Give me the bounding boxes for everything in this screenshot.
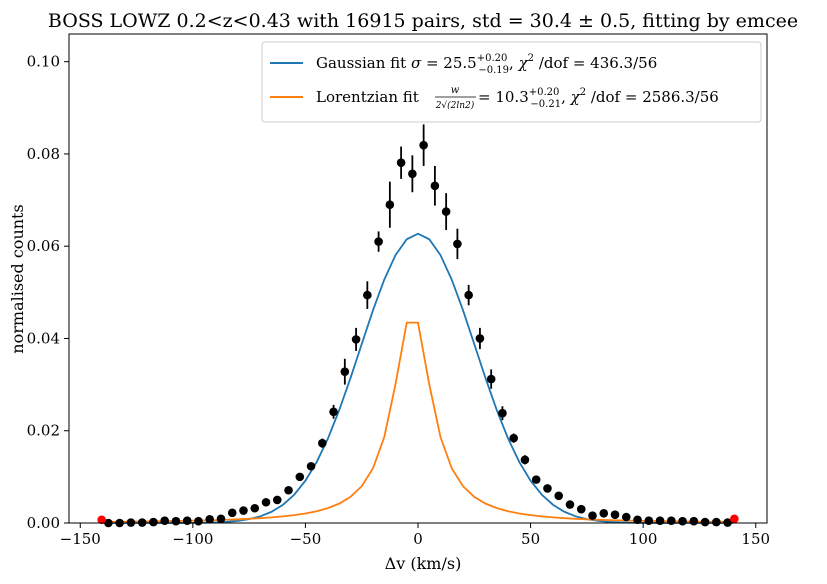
legend-fraction-denominator: 2√(2ln2) [435,100,475,111]
plot-area [97,124,739,528]
y-axis: 0.00 0.02 0.04 0.06 0.08 0.10 [27,53,69,532]
data-point [295,472,305,482]
y-tick-label: 0.02 [27,422,60,440]
x-tick-label: 50 [521,530,540,548]
data-point [239,506,248,515]
data-point [441,207,451,216]
x-tick-label: −50 [290,530,322,548]
data-point [486,374,496,384]
legend: Gaussian fit σ = 25.5+0.20 −0.19, χ2 /dof… [261,41,762,123]
data-point [520,455,530,465]
x-tick-label: −100 [172,530,213,548]
data-point [351,335,361,344]
y-axis-label: normalised counts [8,204,27,353]
data-point [475,334,485,343]
x-tick-label: 150 [741,530,770,548]
data-point [329,407,338,417]
edge-data-point [730,514,739,524]
data-point [689,516,699,526]
data-point [171,516,181,526]
data-point [306,461,316,471]
data-point [509,433,518,443]
data-point [216,514,226,524]
data-point [667,516,676,525]
y-tick-label: 0.08 [27,145,60,163]
data-point [408,169,417,179]
data-point [453,239,462,249]
legend-label-lorentzian: = 10.3+0.20 −0.21, χ2 /dof = 2586.3/56 [478,87,719,110]
data-point [644,516,654,525]
data-point [419,140,428,150]
chart-title: BOSS LOWZ 0.2<z<0.43 with 16915 pairs, s… [48,10,798,32]
data-point [430,181,440,191]
data-point [385,200,395,209]
x-tick-label: 0 [413,530,423,548]
data-point [565,500,575,509]
x-tick-label: 100 [629,530,658,548]
data-point [227,508,237,518]
data-point [363,290,372,300]
data-point [610,510,620,519]
data-point [261,497,271,507]
data-point [149,517,158,527]
data-point [160,516,169,525]
fit-curve-gaussian [102,232,734,524]
data-point [700,517,710,527]
edge-data-point [97,515,106,525]
data-point [194,516,203,526]
data-point [340,367,350,376]
data-point [182,516,192,525]
y-tick-label: 0.04 [27,329,60,347]
legend-box [261,41,762,123]
data-point [576,504,586,514]
data-point [498,408,507,418]
data-point [318,438,327,448]
data-point [396,158,406,168]
fit-curve-lorentzian [102,321,734,523]
y-tick-label: 0.06 [27,237,60,255]
data-point [205,515,215,524]
legend-label-lorentzian-prefix: Lorentzian fit [316,88,419,106]
data-point [531,475,541,484]
x-axis: −150 −100 −50 0 50 100 150 [60,523,770,548]
x-axis-label: Δv (km/s) [385,554,462,573]
data-point [374,237,383,246]
data-point [588,511,597,520]
legend-label-gaussian: Gaussian fit σ = 25.5+0.20 −0.19, χ2 /dof… [316,53,657,76]
data-point [272,495,282,505]
data-point [621,512,631,522]
data-point [678,516,687,526]
data-point [712,517,721,527]
data-point [543,484,552,493]
data-point [554,491,564,501]
data-point [250,503,260,513]
y-tick-label: 0.00 [27,514,60,532]
y-tick-label: 0.10 [27,53,60,71]
data-point [464,290,473,300]
x-tick-label: −150 [60,530,101,548]
data-point [633,515,642,525]
data-point [599,509,609,518]
data-point [655,516,665,525]
data-point [284,485,293,495]
legend-fraction-numerator: w [451,85,460,96]
